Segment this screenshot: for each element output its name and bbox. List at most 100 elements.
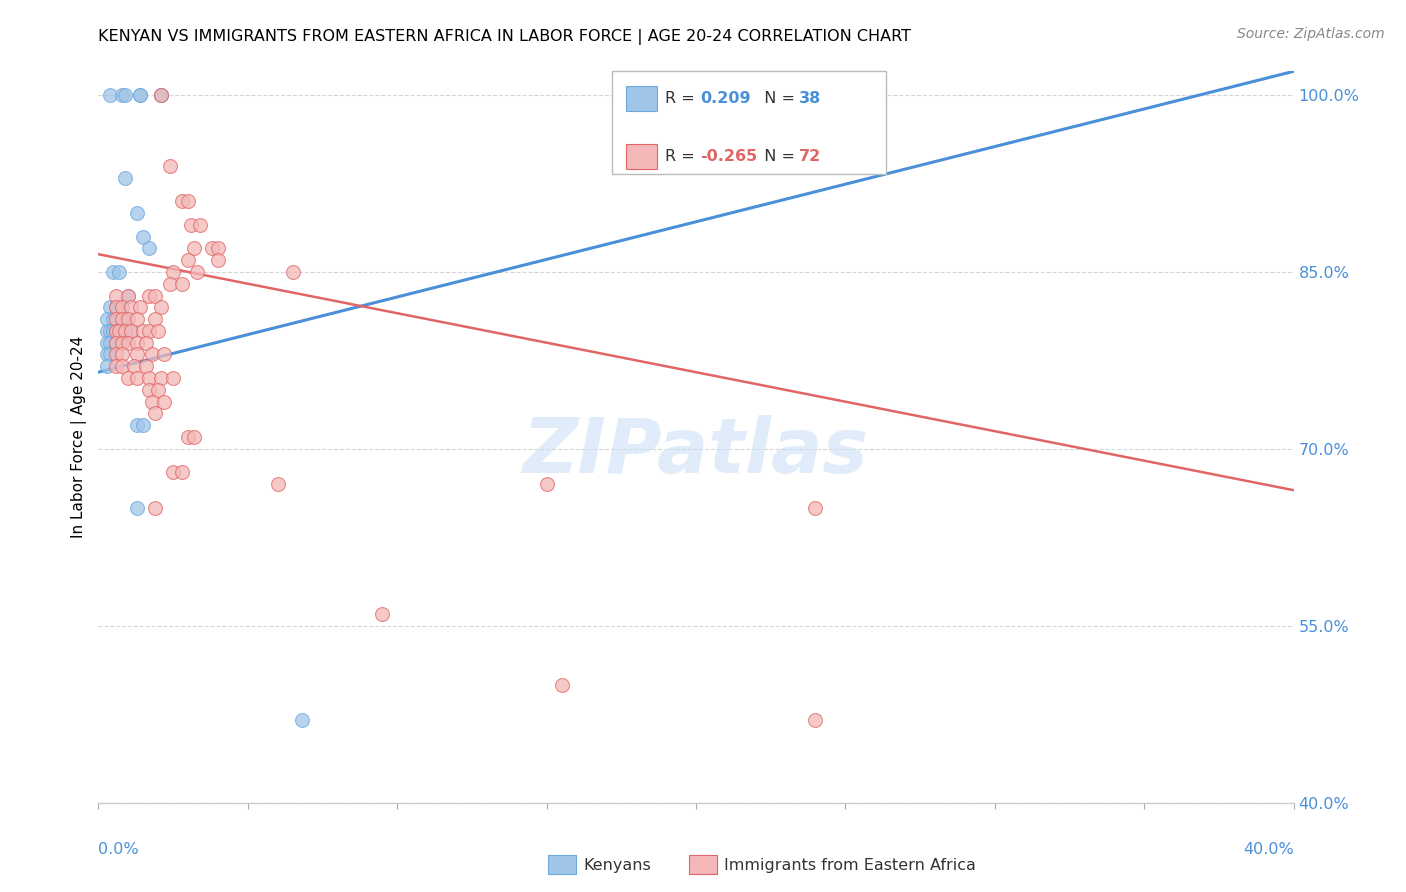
Point	[162, 371, 184, 385]
Text: 72: 72	[799, 149, 821, 163]
Point	[267, 477, 290, 491]
Point	[108, 265, 131, 279]
Point	[177, 430, 200, 444]
Point	[111, 347, 134, 361]
Point	[132, 324, 155, 338]
Point	[148, 383, 170, 397]
Point	[177, 194, 200, 208]
Point	[550, 678, 572, 692]
Point	[153, 394, 176, 409]
Point	[127, 347, 149, 361]
Point	[105, 301, 128, 315]
Point	[183, 241, 205, 255]
Text: 38: 38	[799, 91, 821, 105]
Point	[804, 500, 827, 515]
Point	[114, 312, 136, 326]
Point	[141, 347, 163, 361]
Point	[103, 324, 125, 338]
Point	[111, 359, 134, 374]
Point	[114, 87, 136, 102]
Point	[120, 324, 142, 338]
Text: Kenyans: Kenyans	[583, 858, 651, 872]
Point	[114, 324, 136, 338]
Point	[153, 347, 176, 361]
Text: R =: R =	[665, 91, 700, 105]
Point	[177, 253, 200, 268]
Point	[114, 170, 136, 185]
Point	[117, 335, 139, 350]
Point	[138, 324, 160, 338]
Point	[159, 277, 181, 291]
Text: 0.0%: 0.0%	[98, 842, 139, 856]
Point	[143, 312, 166, 326]
Point	[96, 335, 118, 350]
Point	[120, 324, 142, 338]
Point	[103, 312, 125, 326]
Point	[159, 159, 181, 173]
Point	[105, 301, 128, 315]
Text: 40.0%: 40.0%	[1243, 842, 1294, 856]
Point	[114, 324, 136, 338]
Point	[138, 383, 160, 397]
Point	[132, 229, 155, 244]
Point	[108, 324, 131, 338]
Point	[105, 288, 128, 302]
Point	[207, 253, 229, 268]
Point	[183, 430, 205, 444]
Text: -0.265: -0.265	[700, 149, 758, 163]
Point	[138, 288, 160, 302]
Text: N =: N =	[754, 149, 800, 163]
Point	[135, 335, 157, 350]
Point	[138, 371, 160, 385]
Point	[132, 418, 155, 433]
Point	[129, 301, 152, 315]
Y-axis label: In Labor Force | Age 20-24: In Labor Force | Age 20-24	[72, 336, 87, 538]
Text: KENYAN VS IMMIGRANTS FROM EASTERN AFRICA IN LABOR FORCE | AGE 20-24 CORRELATION : KENYAN VS IMMIGRANTS FROM EASTERN AFRICA…	[98, 29, 911, 45]
Point	[111, 324, 134, 338]
Point	[100, 347, 122, 361]
Point	[127, 206, 149, 220]
Point	[804, 713, 827, 727]
Point	[127, 335, 149, 350]
Text: 0.209: 0.209	[700, 91, 751, 105]
Point	[291, 713, 314, 727]
Point	[111, 312, 134, 326]
Point	[162, 466, 184, 480]
Point	[120, 301, 142, 315]
Point	[105, 335, 128, 350]
Point	[117, 288, 139, 302]
Point	[180, 218, 202, 232]
Point	[117, 312, 139, 326]
Text: R =: R =	[665, 149, 700, 163]
Point	[100, 87, 122, 102]
Point	[129, 87, 152, 102]
Point	[96, 359, 118, 374]
Point	[105, 312, 128, 326]
Text: N =: N =	[754, 91, 800, 105]
Point	[135, 359, 157, 374]
Point	[371, 607, 394, 621]
Point	[150, 87, 173, 102]
Point	[143, 407, 166, 421]
Point	[111, 335, 134, 350]
Point	[96, 347, 118, 361]
Point	[281, 265, 304, 279]
Point	[127, 418, 149, 433]
Text: Source: ZipAtlas.com: Source: ZipAtlas.com	[1237, 27, 1385, 41]
Point	[162, 265, 184, 279]
Point	[108, 301, 131, 315]
Point	[100, 301, 122, 315]
Point	[105, 324, 128, 338]
Point	[105, 347, 128, 361]
Point	[150, 301, 173, 315]
Point	[111, 335, 134, 350]
Point	[148, 324, 170, 338]
Point	[138, 241, 160, 255]
Point	[150, 87, 173, 102]
Point	[103, 265, 125, 279]
Point	[100, 335, 122, 350]
Text: Immigrants from Eastern Africa: Immigrants from Eastern Africa	[724, 858, 976, 872]
Point	[143, 288, 166, 302]
Point	[117, 288, 139, 302]
Point	[111, 301, 134, 315]
